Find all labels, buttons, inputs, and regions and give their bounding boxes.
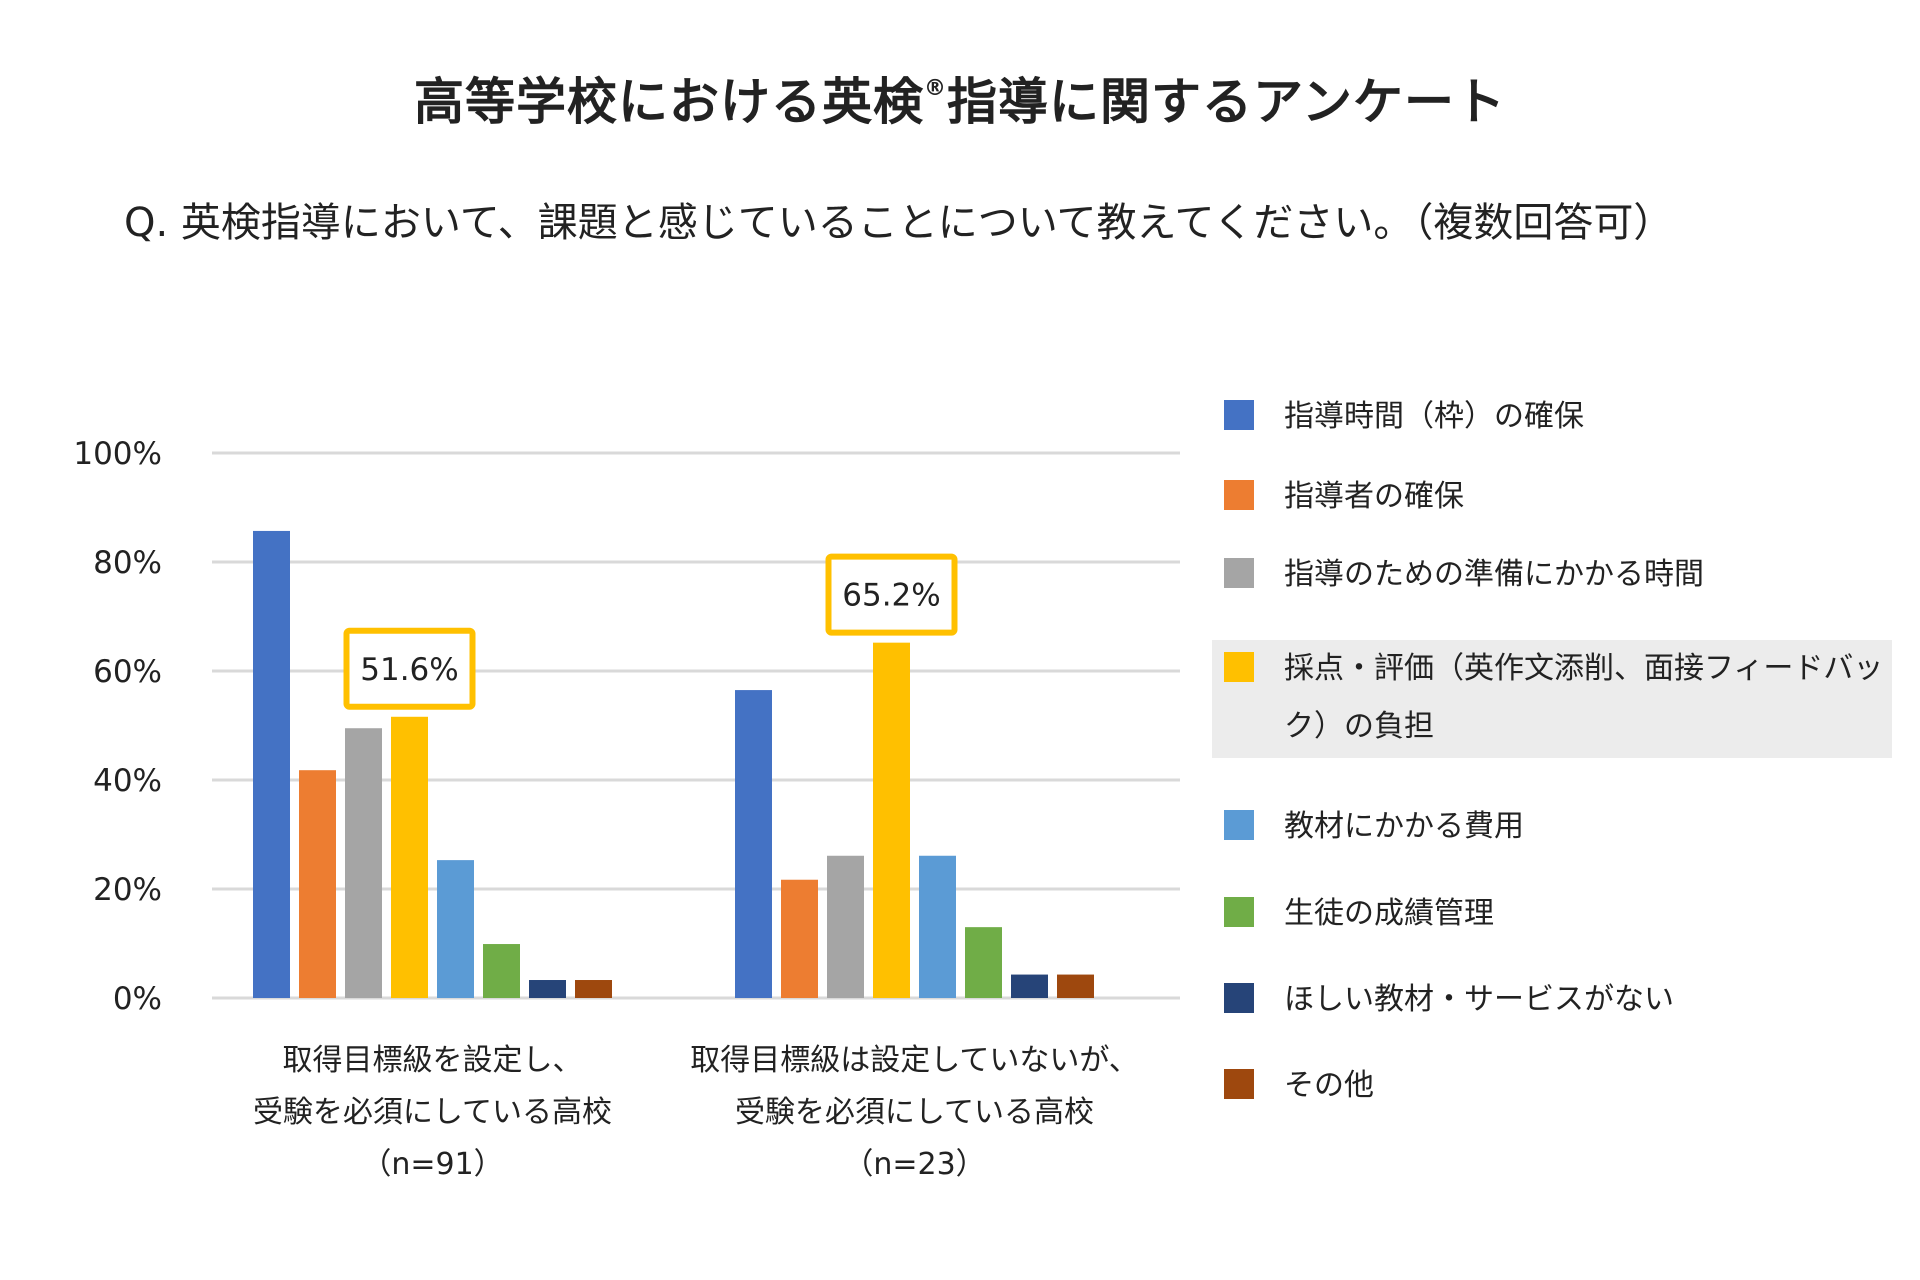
bar bbox=[575, 980, 612, 998]
data-label: 51.6% bbox=[360, 652, 458, 688]
chart-title-rest: 指導に関するアンケート bbox=[947, 73, 1506, 131]
legend-item: ほしい教材・サービスがない bbox=[1212, 971, 1892, 1029]
legend-label: 指導のための準備にかかる時間 bbox=[1284, 557, 1704, 592]
data-label: 65.2% bbox=[842, 578, 940, 614]
legend-swatch bbox=[1224, 400, 1254, 430]
registered-mark: ® bbox=[924, 76, 947, 101]
data-label-callout bbox=[825, 553, 958, 636]
bar bbox=[1057, 974, 1094, 998]
legend-swatch bbox=[1224, 652, 1254, 682]
bar bbox=[965, 927, 1002, 998]
y-tick-label: 40% bbox=[93, 763, 162, 799]
category-label: 取得目標級を設定し、 bbox=[283, 1043, 583, 1078]
category-label: 受験を必須にしている高校 bbox=[253, 1095, 612, 1130]
legend-item: 生徒の成績管理 bbox=[1212, 885, 1892, 943]
bar bbox=[253, 530, 290, 998]
legend-label: 指導時間（枠）の確保 bbox=[1284, 399, 1584, 434]
legend-label: ほしい教材・サービスがない bbox=[1284, 982, 1674, 1017]
bar bbox=[391, 716, 428, 998]
legend-item: 教材にかかる費用 bbox=[1212, 798, 1892, 856]
category-label: 受験を必須にしている高校 bbox=[735, 1095, 1094, 1130]
legend-label: 採点・評価（英作文添削、面接フィードバック）の負担 bbox=[1284, 651, 1884, 744]
legend-label: 教材にかかる費用 bbox=[1284, 809, 1524, 844]
bar bbox=[299, 770, 336, 998]
bar bbox=[781, 879, 818, 998]
bar bbox=[827, 855, 864, 998]
chart-title: 高等学校における英検®指導に関するアンケート bbox=[0, 62, 1920, 134]
legend-item: その他 bbox=[1212, 1057, 1892, 1115]
bar bbox=[529, 980, 566, 998]
legend-label: 指導者の確保 bbox=[1284, 479, 1464, 514]
legend-swatch bbox=[1224, 897, 1254, 927]
y-tick-label: 80% bbox=[93, 545, 162, 581]
legend-swatch bbox=[1224, 810, 1254, 840]
legend-swatch bbox=[1224, 480, 1254, 510]
legend-label: その他 bbox=[1284, 1068, 1374, 1103]
legend-item: 指導時間（枠）の確保 bbox=[1212, 388, 1892, 446]
category-label: （n=91） bbox=[361, 1147, 503, 1182]
bar bbox=[1011, 974, 1048, 998]
data-label-callout bbox=[343, 627, 476, 710]
y-tick-label: 100% bbox=[73, 436, 162, 472]
chart-title-main: 高等学校における英検 bbox=[414, 73, 924, 131]
legend-swatch bbox=[1224, 1069, 1254, 1099]
bar bbox=[437, 860, 474, 998]
bar bbox=[345, 728, 382, 998]
legend-swatch bbox=[1224, 983, 1254, 1013]
y-tick-label: 0% bbox=[113, 981, 162, 1017]
legend-item: 指導者の確保 bbox=[1212, 468, 1892, 526]
legend-item: 指導のための準備にかかる時間 bbox=[1212, 546, 1892, 604]
bar bbox=[919, 855, 956, 998]
legend-label: 生徒の成績管理 bbox=[1284, 896, 1494, 931]
bar bbox=[735, 690, 772, 998]
legend-item: 採点・評価（英作文添削、面接フィードバック）の負担 bbox=[1212, 640, 1892, 758]
category-label: 取得目標級は設定していないが、 bbox=[690, 1043, 1139, 1078]
y-tick-label: 60% bbox=[93, 654, 162, 690]
y-tick-label: 20% bbox=[93, 872, 162, 908]
question-text: Q. 英検指導において、課題と感じていることについて教えてください。（複数回答可… bbox=[124, 200, 1674, 246]
category-label: （n=23） bbox=[843, 1147, 985, 1182]
legend-swatch bbox=[1224, 558, 1254, 588]
bar bbox=[483, 944, 520, 998]
bar bbox=[873, 642, 910, 998]
